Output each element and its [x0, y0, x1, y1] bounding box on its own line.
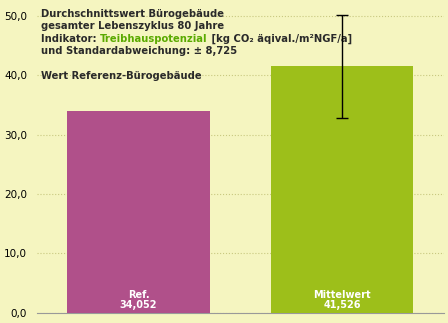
Text: und Standardabweichung: ± 8,725: und Standardabweichung: ± 8,725 [41, 46, 237, 56]
Text: Durchschnittswert Bürogebäude: Durchschnittswert Bürogebäude [41, 9, 224, 19]
Text: 41,526: 41,526 [323, 300, 361, 310]
Text: Wert Referenz-Bürogebäude: Wert Referenz-Bürogebäude [41, 71, 202, 81]
Text: Mittelwert: Mittelwert [313, 290, 371, 300]
Bar [67, 111, 210, 313]
Text: 34,052: 34,052 [120, 300, 157, 310]
Text: Treibhauspotenzial: Treibhauspotenzial [100, 34, 207, 44]
Text: gesamter Lebenszyklus 80 Jahre: gesamter Lebenszyklus 80 Jahre [41, 21, 224, 31]
Bar [271, 66, 414, 313]
Text: Ref.: Ref. [128, 290, 150, 300]
Text: [kg CO₂ äqival./m²NGF/a]: [kg CO₂ äqival./m²NGF/a] [207, 34, 352, 44]
Text: Indikator:: Indikator: [41, 34, 100, 44]
